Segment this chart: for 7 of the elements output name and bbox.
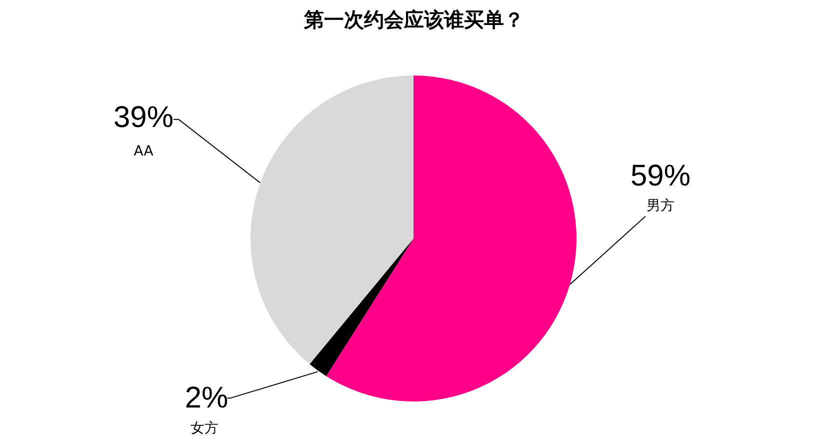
slice-label: 女方: [190, 420, 218, 436]
data-label: 39%: [113, 100, 174, 134]
slice-label: AA: [134, 144, 154, 160]
data-label: 59%: [630, 159, 691, 192]
chart-title: 第一次约会应该谁买单？: [303, 8, 524, 32]
slice-label: 男方: [646, 198, 674, 214]
data-label: 2%: [184, 382, 228, 415]
